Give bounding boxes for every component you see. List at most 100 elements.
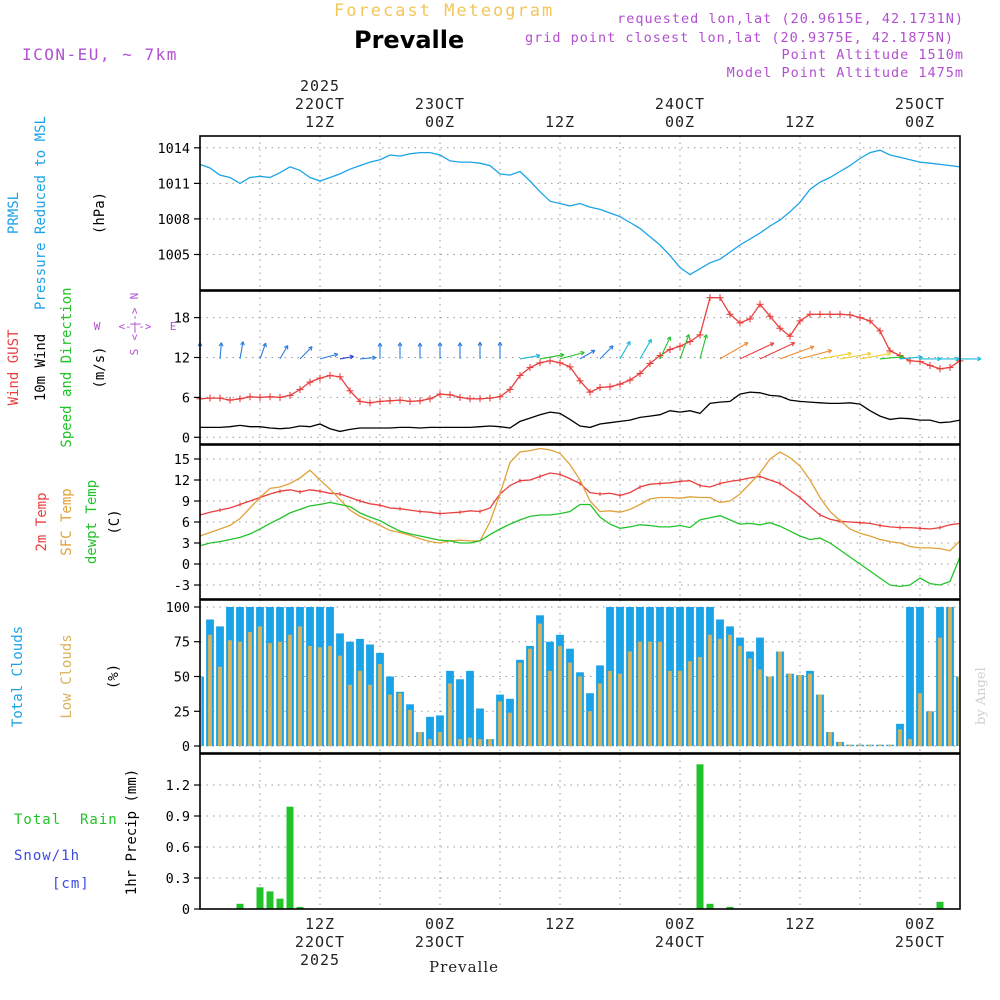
- bottom-time-label: 2025: [300, 951, 340, 969]
- gust-marker: [386, 397, 394, 405]
- compass-we-arrow: <-|->: [118, 320, 151, 333]
- wind-direction-arrow: [559, 350, 585, 360]
- top-time-label: 12Z: [785, 113, 815, 131]
- top-time-label: 12Z: [305, 113, 335, 131]
- gust-marker: [756, 300, 764, 308]
- low-cloud-bar: [768, 676, 772, 746]
- wind-direction-arrow: [299, 346, 313, 360]
- gust-marker: [846, 311, 854, 319]
- gust-marker: [366, 399, 374, 407]
- gust-marker: [606, 383, 614, 391]
- low-cloud-bar: [838, 741, 842, 747]
- compass-w: W: [94, 320, 101, 333]
- low-cloud-bar: [498, 701, 502, 746]
- rain-bar: [286, 806, 294, 909]
- gust-marker: [786, 332, 794, 340]
- wind-ylabel: Wind GUST: [6, 329, 22, 405]
- pressure-ytick-label: 1011: [157, 176, 190, 192]
- rain-bar: [726, 906, 734, 909]
- top-time-label: 00Z: [665, 113, 695, 131]
- low-cloud-bar: [348, 684, 352, 746]
- wind-direction-arrow: [579, 349, 596, 360]
- gust-marker: [826, 310, 834, 318]
- top-time-label: 00Z: [425, 113, 455, 131]
- rain-bar: [936, 901, 944, 909]
- compass-ns-arrow: <-|->: [128, 307, 141, 340]
- gust-marker: [636, 369, 644, 377]
- low-cloud-bar: [528, 648, 532, 747]
- clouds-ytick-label: 0: [182, 739, 190, 755]
- low-cloud-bar: [898, 729, 902, 747]
- low-cloud-bar: [858, 744, 862, 747]
- low-cloud-bar: [928, 711, 932, 747]
- low-cloud-bar: [208, 634, 212, 747]
- low-cloud-bar: [918, 693, 922, 747]
- rain-bar: [296, 906, 304, 909]
- low-cloud-bar: [958, 676, 959, 746]
- low-cloud-bar: [438, 732, 442, 746]
- subtitle: Forecast Meteogram: [334, 1, 554, 21]
- low-cloud-bar: [908, 739, 912, 747]
- gust-marker: [776, 324, 784, 332]
- wind-ylabel: 10m Wind: [33, 334, 49, 401]
- bottom-time-label: 12Z: [305, 915, 335, 933]
- gust-marker: [616, 380, 624, 388]
- wind-direction-arrow: [659, 336, 672, 360]
- gust-marker: [486, 394, 494, 402]
- gust-marker: [216, 394, 224, 402]
- precip-ytick-label: 0.9: [166, 809, 190, 825]
- wind-direction-arrow: [779, 345, 815, 360]
- gust-marker: [576, 377, 584, 385]
- gust-marker: [726, 310, 734, 318]
- gust-marker: [626, 376, 634, 384]
- gust-marker: [716, 294, 724, 302]
- low-cloud-bar: [878, 744, 882, 747]
- low-cloud-bar: [201, 676, 202, 746]
- low-cloud-bar: [428, 739, 432, 747]
- wind-direction-arrow: [739, 342, 775, 360]
- top-time-label: 2025: [300, 77, 340, 95]
- top-time-label: 00Z: [905, 113, 935, 131]
- gust-marker: [446, 391, 454, 399]
- clouds-ytick-label: 100: [166, 600, 190, 616]
- info-model-altitude: Model Point Altitude 1475m: [727, 65, 964, 81]
- wind-direction-arrow: [477, 341, 483, 359]
- credit: by Angel: [974, 667, 989, 725]
- rain-bar: [276, 898, 284, 909]
- axes-layer: 1005 1008 1011 1014 PRMSL Pressure Reduced to…: [6, 77, 944, 969]
- gust-marker: [286, 391, 294, 399]
- wind-direction-arrow: [519, 353, 541, 360]
- gust-marker: [686, 338, 694, 346]
- wind-direction-arrow: [218, 342, 224, 359]
- wind-direction-arrow: [859, 351, 891, 360]
- temperature-ytick-label: 3: [182, 536, 190, 552]
- gust-marker: [426, 395, 434, 403]
- low-cloud-bar: [778, 651, 782, 747]
- compass-n: N: [128, 293, 141, 300]
- low-cloud-bar: [408, 709, 412, 747]
- gust-marker: [266, 393, 274, 401]
- low-cloud-bar: [298, 626, 302, 746]
- total-cloud-bar: [476, 708, 484, 747]
- top-time-label: 23OCT: [415, 95, 465, 113]
- gust-marker: [746, 315, 754, 323]
- compass-rose: N S <-|-> W E <-|->: [94, 293, 177, 356]
- gust-marker: [526, 364, 534, 371]
- pressure-ytick-label: 1008: [157, 212, 190, 228]
- data-layer: [196, 149, 982, 909]
- gust-marker: [376, 397, 384, 405]
- temperature-series-dewpt-temp: [199, 501, 961, 588]
- gust-marker: [876, 327, 884, 335]
- low-cloud-bar: [518, 662, 522, 747]
- gust-marker: [476, 395, 484, 403]
- top-time-label: 12Z: [545, 113, 575, 131]
- page-title: Prevalle: [354, 26, 464, 54]
- total-cloud-bar: [466, 670, 474, 746]
- wind-direction-arrow: [239, 341, 245, 359]
- low-cloud-bar: [788, 673, 792, 746]
- gust-marker: [436, 390, 444, 398]
- low-cloud-bar: [738, 645, 742, 746]
- gust-marker: [256, 393, 264, 401]
- gust-marker: [796, 317, 804, 325]
